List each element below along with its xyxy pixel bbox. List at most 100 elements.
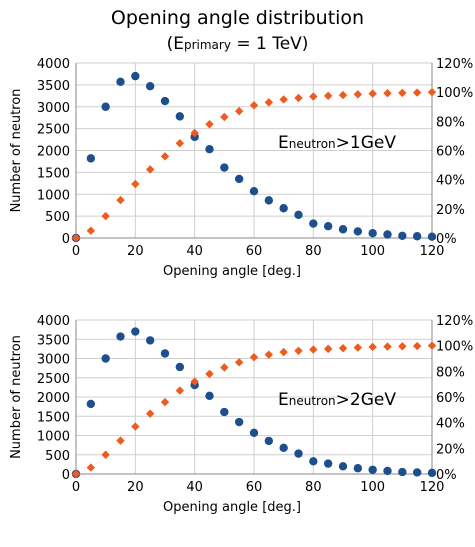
cumulative-point (323, 344, 333, 354)
count-point (323, 221, 333, 231)
count-point (160, 96, 170, 106)
count-point (249, 428, 259, 438)
cumulative-point (353, 343, 363, 352)
cumulative-point (353, 90, 363, 99)
cumulative-point (86, 226, 96, 235)
annotation-subscript: neutron (289, 137, 336, 151)
annotation-prefix: E (278, 390, 289, 410)
count-point (383, 230, 392, 239)
count-point (116, 77, 125, 87)
y-tick-label: 1000 (37, 430, 70, 445)
x-tick-label: 100 (360, 244, 385, 259)
cumulative-point (249, 101, 259, 110)
cumulative-point (71, 469, 81, 479)
cumulative-point (279, 95, 288, 104)
cumulative-point (368, 89, 377, 98)
cumulative-point (309, 92, 318, 101)
cumulative-point (338, 90, 348, 100)
y2-tick-label: 20% (436, 203, 465, 218)
annotation-suffix: >2GeV (336, 390, 397, 410)
cumulative-point (427, 341, 437, 350)
x-tick-label: 40 (186, 480, 203, 495)
y-tick-label: 1500 (37, 410, 70, 425)
y-tick-label: 2500 (37, 123, 70, 138)
cumulative-point (398, 342, 407, 351)
cumulative-point (323, 91, 333, 101)
x-tick-label: 0 (72, 244, 80, 259)
y-tick-label: 4000 (37, 314, 70, 329)
count-point (234, 417, 244, 427)
y-tick-label: 2500 (37, 372, 70, 387)
count-point (368, 465, 377, 474)
cumulative-point (205, 369, 214, 379)
count-point (264, 436, 274, 446)
cumulative-point (383, 88, 392, 98)
cumulative-point (131, 179, 140, 189)
count-point (175, 112, 185, 121)
cumulative-point (309, 345, 318, 354)
count-point (294, 210, 303, 220)
cumulative-point (279, 347, 288, 357)
count-point (368, 228, 377, 238)
cumulative-point (398, 88, 407, 98)
y2-tick-label: 60% (436, 391, 465, 406)
count-point (101, 354, 110, 363)
count-point (338, 462, 348, 471)
y2-tick-label: 0% (436, 232, 457, 247)
x-tick-label: 100 (360, 480, 385, 495)
count-point (86, 154, 96, 163)
y-tick-label: 500 (45, 210, 70, 225)
count-point (427, 232, 437, 241)
count-point (353, 464, 363, 473)
cumulative-point (249, 353, 259, 362)
annotation-subscript: neutron (289, 394, 336, 408)
y-tick-label: 2000 (37, 391, 70, 406)
chart-title: Opening angle distribution (110, 7, 365, 29)
cumulative-point (294, 346, 303, 355)
y-tick-label: 0 (62, 468, 70, 483)
cumulative-series (71, 341, 437, 479)
count-point (309, 219, 318, 228)
y2-tick-label: 60% (436, 145, 465, 160)
x-tick-label: 80 (305, 480, 322, 495)
y2-tick-label: 80% (436, 115, 465, 130)
cumulative-point (264, 350, 274, 359)
y2-tick-label: 120% (436, 57, 473, 72)
count-point (338, 225, 348, 234)
count-point (131, 71, 140, 81)
count-point (279, 204, 288, 213)
cumulative-point (101, 211, 110, 221)
count-point (145, 81, 155, 91)
y2-tick-label: 100% (436, 340, 473, 355)
count-point (398, 231, 407, 241)
count-point (86, 399, 96, 409)
cumulative-point (175, 386, 185, 395)
x-tick-label: 0 (72, 480, 80, 495)
count-point (264, 196, 274, 205)
cumulative-point (190, 377, 199, 386)
y-tick-label: 2000 (37, 145, 70, 160)
y2-tick-label: 80% (436, 365, 465, 380)
cumulative-point (160, 152, 170, 161)
cumulative-point (294, 93, 303, 103)
count-point (309, 457, 318, 466)
subtitle-prefix: (E (166, 34, 184, 54)
y-tick-label: 500 (45, 449, 70, 464)
subtitle-suffix: = 1 TeV) (230, 34, 309, 54)
count-point (145, 336, 155, 345)
count-point (323, 459, 333, 468)
energy-cut-annotation: Eneutron>2GeV (278, 390, 396, 410)
count-point (294, 449, 303, 458)
count-point (101, 102, 110, 111)
y-tick-label: 1000 (37, 188, 70, 203)
y-tick-label: 3000 (37, 101, 70, 116)
y2-tick-label: 40% (436, 417, 465, 432)
count-point (220, 163, 229, 172)
cumulative-point (205, 120, 214, 129)
count-point (383, 466, 392, 476)
count-point (116, 332, 125, 341)
count-point (234, 174, 244, 184)
cumulative-point (175, 139, 185, 148)
y-tick-label: 1500 (37, 166, 70, 181)
cumulative-point (264, 98, 274, 107)
